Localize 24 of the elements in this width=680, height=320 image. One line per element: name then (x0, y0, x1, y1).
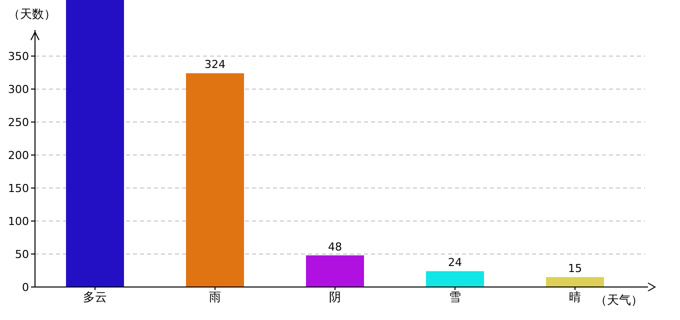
y-tick-label: 350 (8, 50, 29, 64)
x-tick-label: 晴 (569, 290, 581, 304)
bar (426, 271, 484, 287)
y-tick-label: 50 (15, 248, 29, 262)
x-tick-label: 雪 (449, 290, 461, 304)
y-tick-label: 300 (8, 83, 29, 96)
x-tick-label: 阴 (329, 290, 341, 304)
bar (306, 255, 364, 287)
data-label: 15 (568, 262, 582, 276)
data-label: 24 (448, 256, 462, 270)
data-label: 48 (328, 240, 342, 254)
y-tick-label: 200 (8, 149, 29, 162)
bar (186, 73, 244, 287)
bar (66, 0, 124, 287)
y-tick-label: 100 (8, 215, 29, 228)
y-tick-label: 150 (8, 182, 29, 196)
y-axis-title: （天数） (8, 7, 56, 21)
x-axis-title: （天气） (595, 293, 643, 307)
y-tick-label: 250 (8, 116, 29, 130)
y-tick-label: 0 (22, 281, 29, 294)
bar (546, 277, 604, 287)
x-tick-label: 雨 (209, 290, 221, 304)
data-label: 324 (204, 58, 226, 72)
x-tick-label: 多云 (83, 290, 107, 304)
